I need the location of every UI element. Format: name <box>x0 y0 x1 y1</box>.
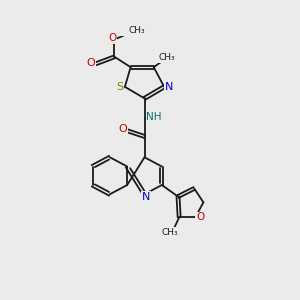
Text: O: O <box>86 58 95 68</box>
Text: N: N <box>142 192 151 202</box>
Text: CH₃: CH₃ <box>162 228 178 237</box>
Text: CH₃: CH₃ <box>158 53 175 62</box>
Text: NH: NH <box>146 112 162 122</box>
Text: N: N <box>165 82 173 92</box>
Text: CH₃: CH₃ <box>129 26 146 35</box>
Text: O: O <box>108 33 116 43</box>
Text: S: S <box>116 82 123 92</box>
Text: O: O <box>118 124 127 134</box>
Text: O: O <box>196 212 205 222</box>
